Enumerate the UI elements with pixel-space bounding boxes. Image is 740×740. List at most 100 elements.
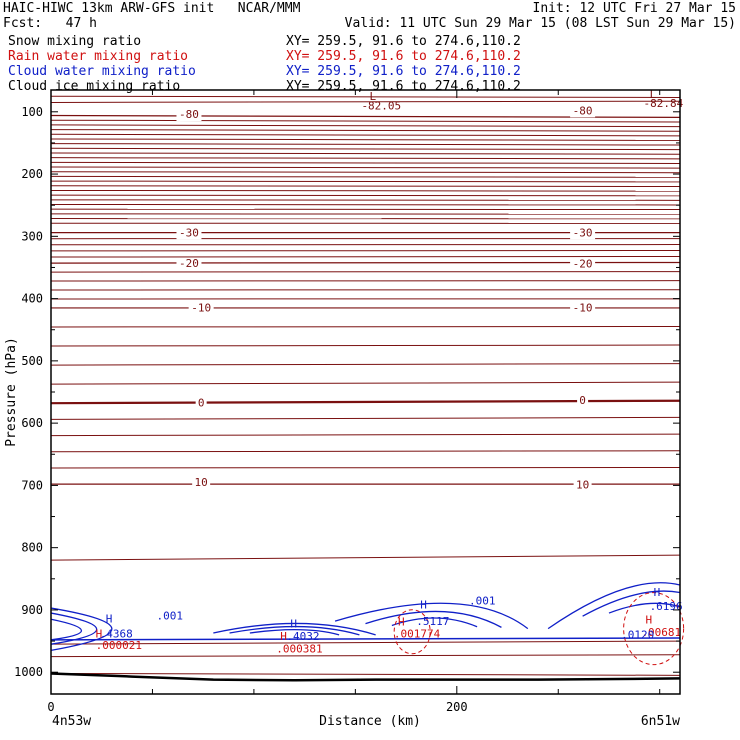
contour-label-bg [573,479,592,492]
isotherm-intermediate [50,199,681,201]
extremum-value: .000021 [96,639,142,652]
contour-label-bg [570,302,596,315]
high-marker: H [106,612,113,625]
isotherm-intermediate [50,161,681,164]
isotherm-lower [50,654,681,658]
isotherm-intermediate [50,152,681,155]
cloud-water-contour [334,602,529,630]
y-tick-label: 200 [21,167,43,181]
cloud-water-contour [582,590,681,617]
right-endpoint-label: 6n51w [641,714,680,729]
x-axis-title: Distance (km) [319,714,421,729]
contour-label-bg [192,477,211,490]
isotherm-label: -30 [573,226,593,239]
field-label-rain: Rain water mixing ratio [8,49,189,64]
cloud-water-contour [391,617,478,628]
isotherm-label: -80 [179,108,199,121]
cloud-water-contour [50,607,113,652]
isotherm-label: -80 [573,104,593,117]
isotherm-upper [50,95,681,98]
y-tick-label: 1000 [14,665,43,679]
cloud-water-contour [50,612,98,645]
y-tick-label: 500 [21,354,43,368]
isotherm-intermediate [50,119,681,123]
isotherm-label: -30 [179,226,199,239]
extremum-value: .4368 [100,627,133,640]
model-title: HAIC-HIWC 13km ARW-GFS init NCAR/MMM [3,1,301,16]
low-marker: L [650,88,657,101]
terrain-line [50,672,681,682]
high-marker: H [290,617,297,630]
cloud-water-contour [50,618,83,641]
extremum-value: .000381 [276,642,322,655]
field-xy-snow: XY= 259.5, 91.6 to 274.6,110.2 [286,34,521,49]
field-label-snow: Snow mixing ratio [8,34,142,49]
extremum-value: .001774 [394,627,441,640]
isotherm-label: -10 [191,302,211,315]
isotherm-intermediate [50,381,681,385]
extremum-value: -82.84 [643,97,683,110]
y-tick-label: 100 [21,105,43,119]
y-tick-label: 900 [21,603,43,617]
plot-frame [50,89,681,695]
contour-label-bg [577,394,589,407]
cloud-water-contour [229,625,360,636]
cloud-water-contour [213,622,376,636]
isotherm-intermediate [50,133,681,137]
isotherm-intermediate [50,189,681,192]
field-xy-rain: XY= 259.5, 91.6 to 274.6,110.2 [286,49,521,64]
isotherm-intermediate [50,175,681,178]
contour-label-bg [570,105,596,118]
isotherm-intermediate [50,124,681,128]
isotherm-label: -20 [179,257,199,270]
isotherm-intermediate [50,166,681,169]
isotherm-0 [50,399,681,405]
extremum-value: .001 [157,609,184,622]
isotherm-intermediate [50,129,681,132]
isotherm-upper [50,100,681,103]
isotherm-intermediate [50,138,681,141]
isotherm-intermediate [50,433,681,437]
extremum-value: .00681 [641,626,681,639]
isotherm-label: -10 [573,302,593,315]
extremum-value: .4032 [286,630,319,643]
y-tick-label: 600 [21,416,43,430]
isotherm-lower [50,672,681,676]
contour-label-bg [176,257,202,270]
isotherm-intermediate [50,171,681,174]
valid-time: Valid: 11 UTC Sun 29 Mar 15 (08 LST Sun … [344,16,736,31]
x-tick-label: 0 [47,700,54,714]
cloud-water-contours [50,582,681,652]
field-xy-cloud-water: XY= 259.5, 91.6 to 274.6,110.2 [286,64,521,79]
isotherm-lower [50,640,681,645]
forecast-hour: Fcst: 47 h [3,16,97,31]
contour-label-bg [570,227,596,240]
terrain-line [50,672,681,682]
isotherm-intermediate [50,147,681,151]
high-marker: H [398,616,405,629]
cloud-water-contour [547,582,681,630]
y-tick-label: 300 [21,229,43,243]
high-marker: H [420,599,427,612]
high-marker: H [280,630,287,643]
extremum-value: -82.05 [361,99,401,112]
isotherm-intermediate [50,344,681,347]
rain-contours [393,592,685,666]
isotherm-label: 0 [198,396,205,409]
field-label-cloud-water: Cloud water mixing ratio [8,64,196,79]
y-axis-title: Pressure (hPa) [4,337,19,447]
extremum-value: .6196 [650,600,683,613]
rain-contour [623,592,685,666]
x-tick-label: 200 [446,700,468,714]
isotherm-label: -20 [573,257,593,270]
low-marker: L [370,90,377,103]
extremum-value: .0120 [621,629,654,642]
cloud-water-contour [608,602,681,614]
contour-label-bg [195,397,207,410]
contour-label-bg [570,258,596,271]
extremum-value: .5117 [416,615,449,628]
high-marker: H [654,586,661,599]
isotherm-label: 0 [579,394,586,407]
init-time: Init: 12 UTC Fri 27 Mar 15 [532,1,737,16]
